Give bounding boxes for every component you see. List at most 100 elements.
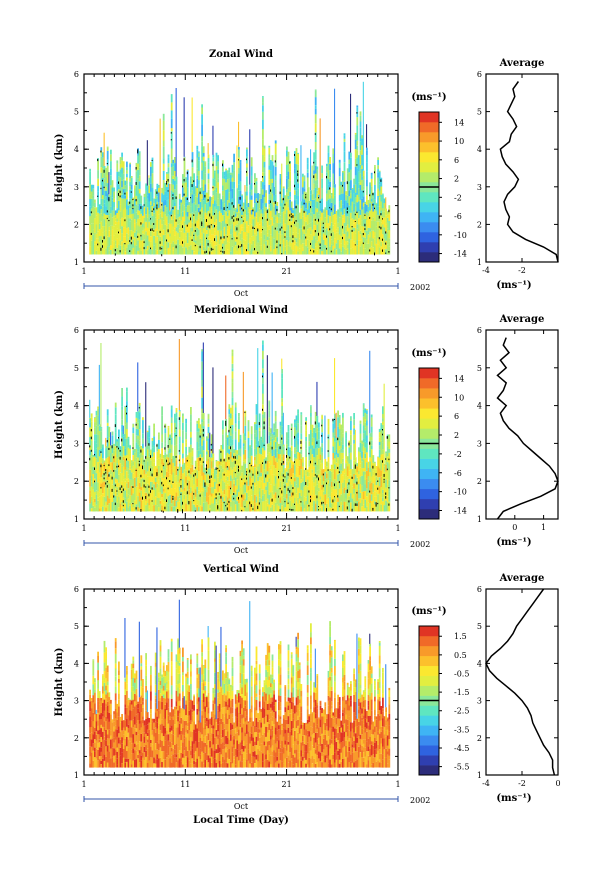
contour-mark: [282, 479, 284, 482]
heatmap-cell: [142, 506, 144, 512]
contour-mark: [118, 231, 119, 234]
heatmap-cell: [89, 194, 91, 200]
heatmap-cell: [343, 200, 346, 209]
contour-mark: [100, 187, 102, 190]
heatmap-cell: [294, 236, 296, 241]
heatmap-cell: [366, 199, 368, 205]
heatmap-cell: [278, 497, 280, 506]
heatmap-cell: [286, 486, 288, 494]
heatmap-cell: [329, 157, 331, 164]
heatmap-cell: [338, 488, 341, 497]
heatmap-cell: [369, 184, 371, 195]
heatmap-cell: [228, 186, 231, 193]
heatmap-cell: [118, 429, 120, 438]
heatmap-cell: [148, 241, 151, 249]
heatmap-cell: [177, 245, 179, 255]
heatmap-cell: [327, 145, 330, 153]
heatmap-cell: [103, 231, 106, 236]
heatmap-cell: [270, 489, 272, 493]
heatmap-cell: [254, 439, 256, 449]
heatmap-cell: [196, 493, 199, 500]
contour-mark: [207, 225, 209, 228]
heatmap-cell: [89, 206, 91, 217]
contour-mark: [142, 465, 143, 469]
heatmap-cell: [148, 248, 151, 255]
heatmap-cell: [316, 224, 319, 233]
heatmap-cell: [217, 466, 219, 478]
heatmap-cell: [166, 454, 168, 457]
heatmap-cell: [110, 154, 112, 162]
heatmap-cell: [244, 214, 247, 224]
contour-mark: [374, 207, 375, 210]
heatmap-cell: [276, 462, 279, 470]
heatmap-cell: [305, 430, 307, 437]
heatmap-cell: [130, 189, 133, 199]
heatmap-cell: [342, 246, 344, 255]
contour-mark: [262, 229, 263, 231]
heatmap-cell: [148, 476, 151, 487]
heatmap-cell: [212, 493, 215, 504]
heatmap-cell: [279, 481, 282, 488]
heatmap-cell: [156, 443, 159, 452]
contour-mark: [223, 250, 225, 254]
heatmap-cell: [298, 228, 301, 239]
heatmap-cell: [198, 235, 200, 246]
heatmap-cell: [332, 231, 335, 242]
heatmap-cell: [212, 178, 215, 186]
heatmap-cell: [153, 467, 155, 476]
heatmap-cell: [118, 497, 120, 508]
heatmap-cell: [225, 485, 227, 492]
heatmap-cell: [108, 503, 111, 512]
contour-mark: [124, 192, 126, 195]
heatmap-cell: [167, 199, 170, 206]
heatmap-cell: [353, 184, 355, 194]
heatmap-cell: [249, 446, 251, 457]
heatmap-cell: [162, 458, 165, 463]
heatmap-cell: [166, 225, 168, 232]
panel-title: Meridional Wind: [194, 305, 288, 316]
heatmap-cell: [226, 459, 229, 467]
heatmap-cell: [164, 452, 167, 458]
heatmap-cell: [346, 190, 349, 196]
contour-mark: [167, 229, 169, 233]
heatmap-cell: [103, 178, 106, 183]
heatmap-cell: [194, 186, 197, 197]
heatmap-cell: [290, 445, 293, 451]
heatmap-cell: [217, 178, 219, 183]
heatmap-cell: [114, 224, 117, 234]
heatmap-cell: [164, 196, 167, 200]
heatmap-cell: [239, 448, 242, 457]
heatmap-cell: [327, 190, 330, 200]
heatmap-cell: [332, 205, 335, 212]
heatmap-cell: [297, 251, 299, 255]
heatmap-cell: [180, 479, 183, 487]
heatmap-cell: [102, 216, 104, 227]
heatmap-cell: [137, 155, 139, 164]
heatmap-cell: [121, 167, 123, 174]
heatmap-cell: [322, 248, 325, 255]
heatmap-cell: [186, 205, 189, 213]
heatmap-cell: [330, 503, 333, 509]
heatmap-cell: [305, 457, 307, 464]
heatmap-cell: [215, 474, 218, 484]
heatmap-cell: [249, 191, 251, 200]
contour-mark: [250, 464, 252, 467]
heatmap-cell: [94, 223, 96, 233]
heatmap-cell: [270, 475, 272, 485]
heatmap-cell: [150, 201, 152, 205]
heatmap-cell: [274, 416, 277, 422]
heatmap-cell: [230, 446, 232, 452]
contour-mark: [204, 252, 206, 254]
heatmap-cell: [332, 459, 335, 469]
contour-mark: [289, 508, 291, 511]
heatmap-cell: [231, 246, 234, 255]
heatmap-cell: [127, 481, 130, 489]
heatmap-cell: [263, 167, 266, 173]
contour-mark: [182, 185, 183, 188]
heatmap-cell: [230, 480, 232, 489]
contour-mark: [170, 214, 172, 217]
heatmap-cell: [182, 187, 184, 198]
heatmap-cell: [166, 173, 168, 180]
heatmap-cell: [268, 179, 271, 185]
heatmap-cell: [290, 460, 293, 468]
